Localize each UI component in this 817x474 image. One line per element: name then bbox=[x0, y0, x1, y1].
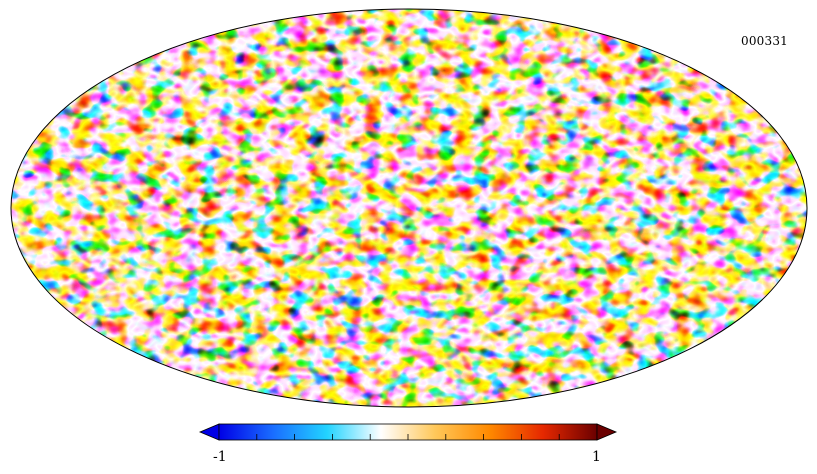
map-field bbox=[11, 9, 807, 407]
colorbar-max-label: 1 bbox=[592, 449, 601, 465]
colorbar bbox=[198, 423, 618, 441]
map-id-label: 000331 bbox=[741, 34, 789, 48]
colorbar-high-arrow bbox=[596, 423, 618, 441]
sky-map bbox=[10, 8, 808, 408]
colorbar-low-arrow bbox=[198, 423, 220, 441]
colorbar-min-label: -1 bbox=[213, 449, 227, 465]
map-outline bbox=[10, 8, 808, 408]
colorbar-ticks bbox=[256, 434, 560, 440]
